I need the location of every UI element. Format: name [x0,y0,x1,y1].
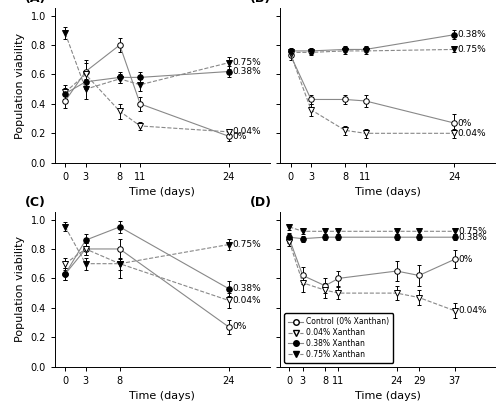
Text: 0%: 0% [232,132,246,141]
Y-axis label: Population viability: Population viability [15,33,25,138]
X-axis label: Time (days): Time (days) [130,187,196,197]
Text: 0.75%: 0.75% [232,240,261,249]
Text: 0.75%: 0.75% [232,58,261,67]
X-axis label: Time (days): Time (days) [130,391,196,401]
X-axis label: Time (days): Time (days) [354,187,420,197]
Text: 0.38%: 0.38% [458,30,486,39]
Text: 0.04%: 0.04% [232,127,261,136]
Text: 0.75%: 0.75% [458,45,486,54]
Text: 0.04%: 0.04% [232,296,261,305]
Text: 0%: 0% [458,255,472,264]
Text: 0.04%: 0.04% [458,306,487,315]
Y-axis label: Population viability: Population viability [15,236,25,342]
Text: 0.38%: 0.38% [232,284,261,293]
Text: 0%: 0% [232,323,246,331]
X-axis label: Time (days): Time (days) [354,391,420,401]
Text: (B): (B) [250,0,272,5]
Text: (C): (C) [25,196,46,209]
Text: (A): (A) [25,0,46,5]
Text: (D): (D) [250,196,272,209]
Text: 0.04%: 0.04% [458,129,486,138]
Legend: Control (0% Xanthan), 0.04% Xanthan, 0.38% Xanthan, 0.75% Xanthan: Control (0% Xanthan), 0.04% Xanthan, 0.3… [284,314,394,363]
Text: 0.38%: 0.38% [458,233,487,242]
Text: 0.75%: 0.75% [458,227,487,236]
Text: 0%: 0% [458,119,472,127]
Text: 0.38%: 0.38% [232,67,261,76]
